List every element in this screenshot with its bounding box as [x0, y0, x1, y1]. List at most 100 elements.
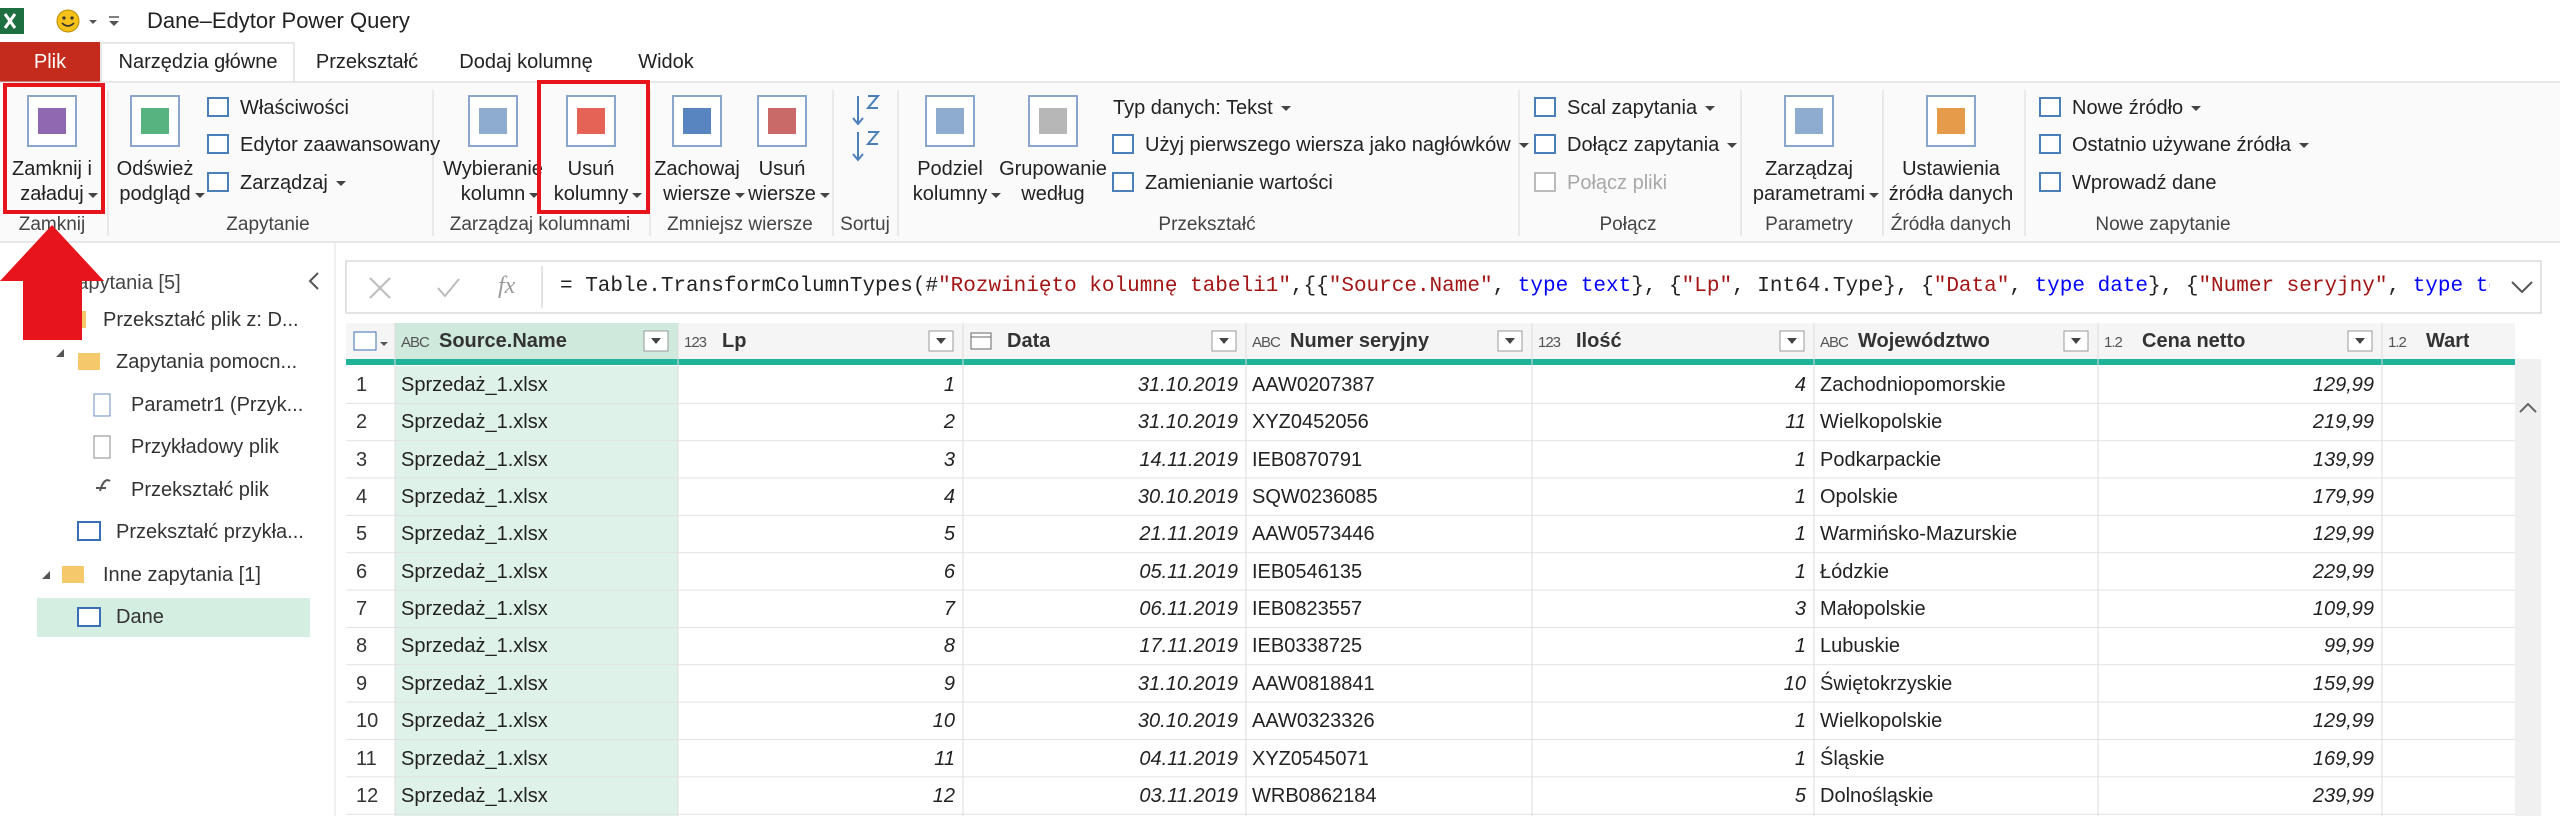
caret[interactable] — [2191, 106, 2202, 111]
column-header[interactable]: Ilość — [1576, 330, 1622, 352]
column-header[interactable]: Województwo — [1858, 330, 1990, 352]
cell[interactable]: Sprzedaż_1.xlsx — [401, 560, 548, 583]
caret[interactable] — [734, 193, 745, 198]
cell[interactable]: Sprzedaż_1.xlsx — [401, 635, 548, 658]
cell[interactable]: 3 — [943, 448, 955, 471]
column-header[interactable]: Source.Name — [439, 330, 567, 352]
cell[interactable]: 6 — [943, 560, 955, 583]
cell[interactable]: 219,99 — [2312, 411, 2374, 434]
cell[interactable]: 2 — [943, 411, 955, 434]
file-tab-bg[interactable] — [0, 42, 100, 82]
caret[interactable] — [991, 193, 1002, 198]
cell[interactable]: 109,99 — [2312, 598, 2374, 621]
ribbon-button-label[interactable]: źródła danych — [1888, 183, 2014, 205]
cell[interactable]: Sprzedaż_1.xlsx — [401, 448, 548, 471]
caret[interactable] — [1518, 143, 1529, 148]
ribbon-button-label[interactable]: Podziel — [917, 158, 983, 180]
caret[interactable] — [529, 193, 540, 198]
cell[interactable]: 169,99 — [2312, 747, 2374, 770]
cell[interactable]: Sprzedaż_1.xlsx — [401, 374, 548, 396]
ribbon-tab[interactable]: Przekształć — [315, 51, 419, 73]
cell[interactable]: 1 — [1794, 523, 1806, 546]
query-item[interactable]: Parametr1 (Przyk... — [131, 394, 304, 416]
cell[interactable]: 06.11.2019 — [1139, 598, 1238, 621]
cell[interactable]: Opolskie — [1820, 486, 1898, 509]
expand-formula[interactable] — [2511, 281, 2533, 294]
ribbon-tab[interactable]: Widok — [638, 51, 694, 73]
cell[interactable]: Małopolskie — [1820, 598, 1926, 621]
ribbon-button-label[interactable]: Zamienianie wartości — [1145, 172, 1333, 194]
cell[interactable]: 1 — [1794, 747, 1806, 770]
cell[interactable]: Podkarpackie — [1820, 448, 1942, 471]
ribbon-button-label[interactable]: Edytor zaawansowany — [240, 134, 441, 156]
cell[interactable]: 10 — [932, 710, 955, 733]
caret[interactable] — [1727, 143, 1738, 148]
caret[interactable] — [819, 193, 830, 198]
cell[interactable]: 11 — [1785, 411, 1806, 434]
caret[interactable] — [1869, 193, 1880, 198]
query-item[interactable]: Przekształć plik z: D... — [103, 309, 299, 331]
cell[interactable]: AAW0818841 — [1252, 672, 1375, 695]
cell[interactable]: IEB0823557 — [1252, 598, 1363, 621]
cell[interactable]: 129,99 — [2312, 710, 2374, 733]
cell[interactable]: 8 — [943, 635, 955, 658]
ribbon-button-label[interactable]: Usuń — [758, 158, 806, 180]
ribbon-button-label[interactable]: wiersze — [748, 183, 816, 205]
cell[interactable]: 05.11.2019 — [1139, 560, 1238, 583]
ribbon-button-label[interactable]: kolumny — [553, 183, 629, 205]
feedback-smiley[interactable] — [56, 9, 80, 33]
cell[interactable]: 4 — [1794, 374, 1806, 396]
query-item[interactable]: Zapytania pomocn... — [116, 351, 298, 373]
ribbon-button-label[interactable]: załaduj — [20, 183, 84, 205]
cell[interactable]: 159,99 — [2312, 672, 2374, 695]
scroll-up[interactable] — [2519, 402, 2537, 413]
caret[interactable] — [87, 193, 98, 198]
cell[interactable]: 31.10.2019 — [1137, 672, 1238, 695]
cell[interactable]: 129,99 — [2312, 374, 2374, 396]
caret[interactable] — [194, 193, 205, 198]
column-header[interactable]: Data — [1007, 330, 1051, 352]
cell[interactable]: Wielkopolskie — [1820, 710, 1943, 733]
cell[interactable]: XYZ0452056 — [1252, 411, 1369, 434]
ribbon-tab[interactable]: Narzędzia główne — [118, 51, 278, 73]
cell[interactable]: IEB0338725 — [1252, 635, 1363, 658]
query-item[interactable]: Przekształć przykła... — [116, 521, 304, 543]
ribbon-tab[interactable]: Dodaj kolumnę — [459, 51, 593, 73]
ribbon-button-label[interactable]: podgląd — [119, 183, 191, 205]
cell[interactable]: 5 — [943, 523, 955, 546]
formula-text[interactable]: = Table.TransformColumnTypes(#"Rozwinięt… — [560, 274, 2490, 300]
cell[interactable]: 21.11.2019 — [1139, 523, 1238, 546]
accept-button[interactable] — [437, 278, 460, 298]
ribbon-button-label[interactable]: Odśwież — [116, 158, 194, 180]
ribbon-button-label[interactable]: Zamknij i — [11, 158, 93, 180]
cell[interactable]: AAW0207387 — [1252, 374, 1375, 396]
ribbon-button-label[interactable]: Nowe źródło — [2072, 97, 2184, 119]
ribbon-button-label[interactable]: Wybieranie — [443, 158, 543, 180]
ribbon-button-label[interactable]: Usuń — [567, 158, 615, 180]
cell[interactable]: SQW0236085 — [1252, 486, 1378, 509]
query-item[interactable]: Przykładowy plik — [131, 436, 279, 458]
cell[interactable]: 3 — [1794, 598, 1806, 621]
cell[interactable]: 17.11.2019 — [1139, 635, 1238, 658]
scrollbar[interactable] — [2515, 359, 2541, 816]
caret[interactable] — [380, 342, 388, 346]
ribbon-button-label[interactable]: według — [1021, 183, 1085, 205]
column-header[interactable]: Numer seryjny — [1290, 330, 1429, 352]
caret[interactable] — [2299, 143, 2310, 148]
cell[interactable]: 1 — [1794, 486, 1806, 509]
cell[interactable]: Sprzedaż_1.xlsx — [401, 747, 548, 770]
cell[interactable]: Śląskie — [1820, 747, 1885, 770]
cell[interactable]: WRB0862184 — [1252, 784, 1377, 807]
ribbon-button-label[interactable]: Zachowaj — [654, 158, 740, 180]
ribbon-button-label[interactable]: Ustawienia — [1902, 158, 2000, 180]
cell[interactable]: 11 — [934, 747, 955, 770]
cell[interactable]: Świętokrzyskie — [1820, 672, 1953, 695]
cell[interactable]: 1 — [1794, 560, 1806, 583]
cell[interactable]: 139,99 — [2312, 448, 2374, 471]
ribbon-button-label[interactable]: Wprowadź dane — [2072, 172, 2217, 194]
caret[interactable] — [335, 181, 346, 186]
ribbon-button-label[interactable]: Zarządzaj — [240, 172, 328, 194]
ribbon-button-label[interactable]: Typ danych: Tekst — [1113, 97, 1273, 119]
cell[interactable]: Zachodniopomorskie — [1820, 374, 2006, 396]
query-item[interactable]: Dane — [116, 606, 164, 628]
